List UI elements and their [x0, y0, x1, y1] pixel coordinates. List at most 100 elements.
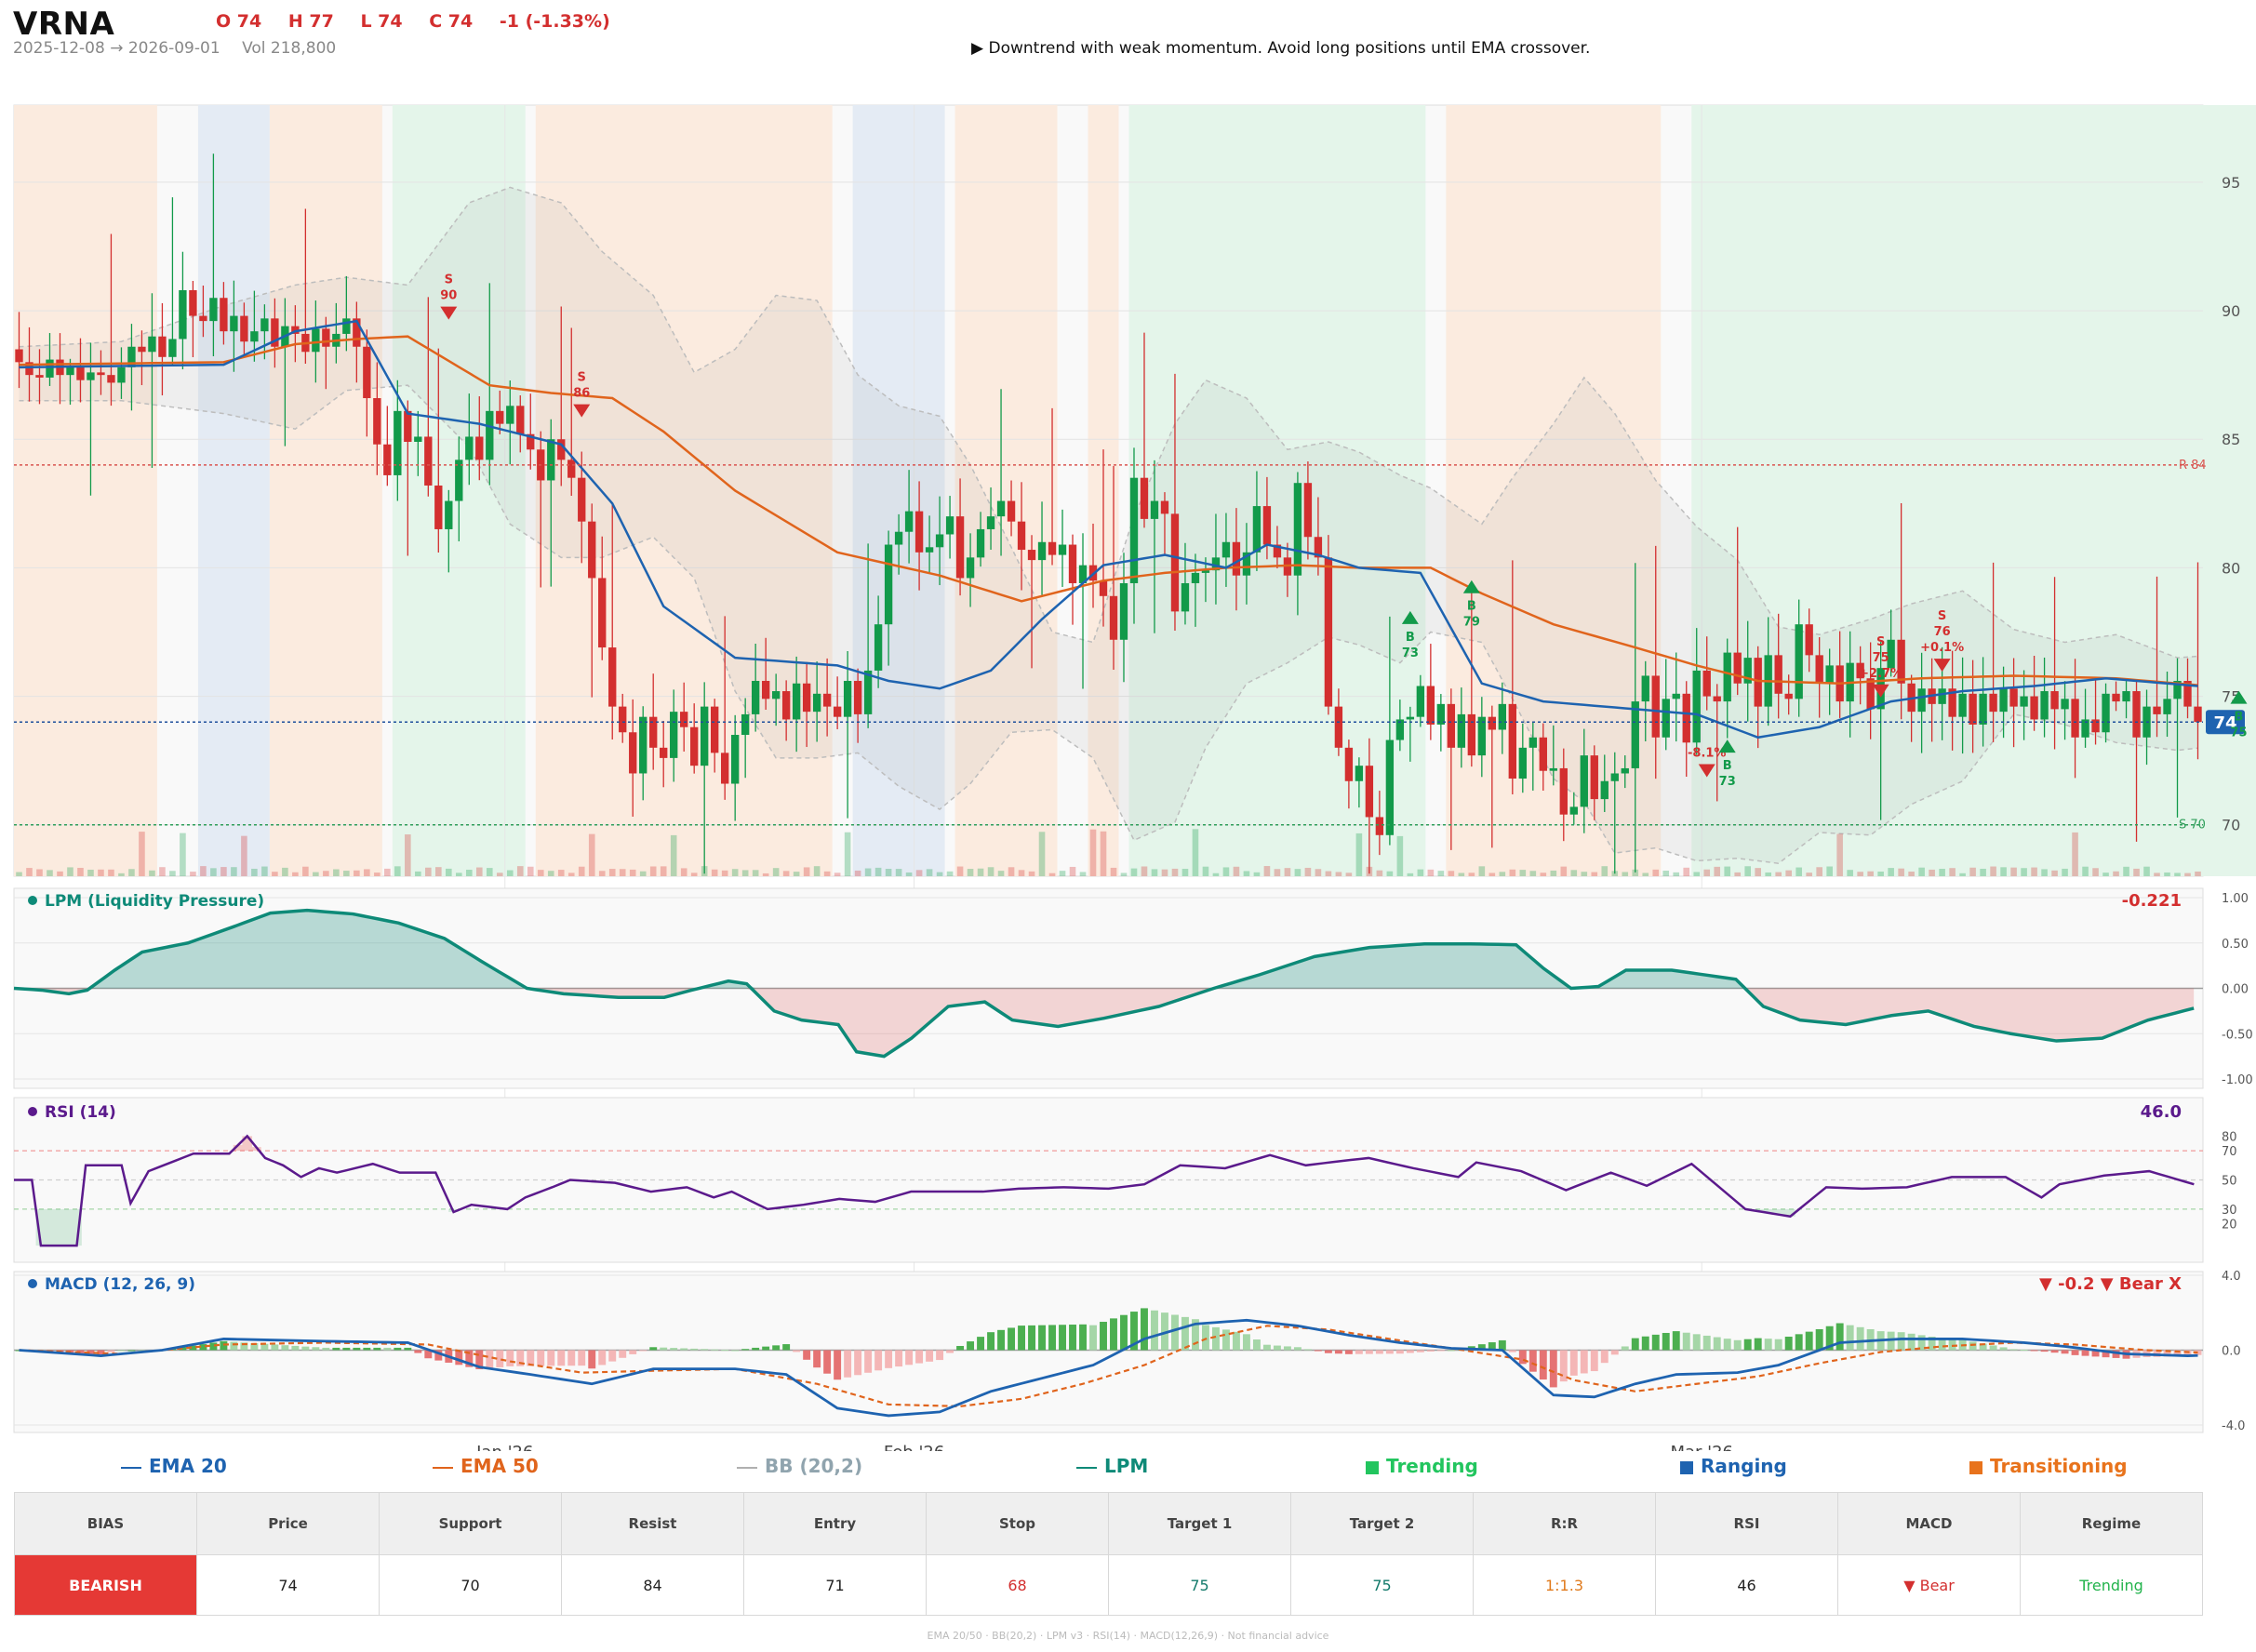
macd-histogram-bar	[363, 1347, 371, 1351]
volume-bar	[16, 872, 22, 876]
bb-upper-line	[19, 186, 2198, 659]
regime-cell: Trending	[2020, 1554, 2203, 1616]
buy-signal-label: B	[2235, 711, 2244, 725]
macd-signal-line	[19, 1325, 2198, 1407]
volume-bar	[159, 867, 166, 876]
volume-bar	[2072, 832, 2078, 876]
macd-histogram-bar	[905, 1350, 914, 1366]
volume-bar	[313, 872, 319, 876]
candle-body	[2183, 680, 2192, 707]
macd-histogram-bar	[1836, 1323, 1844, 1351]
macd-histogram-bar	[1293, 1347, 1302, 1351]
legend-ema20-label: EMA 20	[149, 1455, 227, 1477]
candle-body	[884, 544, 893, 625]
candle-body	[1989, 693, 1997, 713]
volume-bar	[2031, 867, 2037, 876]
macd-histogram-bar	[301, 1346, 310, 1351]
macd-histogram-bar	[1385, 1350, 1394, 1354]
volume-bar	[1008, 867, 1015, 876]
candle-body	[107, 375, 115, 383]
macd-histogram-bar	[1334, 1350, 1342, 1354]
candle-body	[1866, 678, 1875, 710]
macd-histogram-bar	[1549, 1350, 1557, 1388]
candle-body	[1150, 500, 1159, 519]
volume-bar	[1069, 866, 1076, 876]
candle-body	[1406, 716, 1415, 720]
candle-body	[2030, 696, 2038, 720]
volume-bar	[1775, 872, 1782, 876]
macd-title-dot	[28, 1279, 37, 1288]
candle-body	[127, 346, 136, 367]
candle-body	[1856, 662, 1864, 679]
macd-histogram-bar	[1600, 1350, 1609, 1364]
candle-body	[1569, 806, 1578, 815]
macd-histogram-bar	[1355, 1350, 1363, 1354]
volume-bar	[1673, 872, 1680, 876]
table-header-macd: MACD	[1837, 1492, 2021, 1555]
volume-bar	[2123, 866, 2129, 876]
candle-body	[2153, 706, 2161, 714]
volume-bar	[1826, 866, 1833, 876]
macd-histogram-bar	[1447, 1350, 1455, 1352]
volume-bar	[1448, 871, 1455, 876]
lpm-tick-label: -1.00	[2222, 1073, 2253, 1087]
rsi-cell: 46	[1655, 1554, 1838, 1616]
macd-histogram-bar	[1692, 1334, 1701, 1351]
macd-histogram-bar	[680, 1348, 688, 1351]
buy-signal-label: 73	[1402, 646, 1419, 660]
macd-histogram-bar	[383, 1347, 392, 1351]
volume-bar	[2082, 866, 2089, 876]
sell-signal-marker	[573, 404, 591, 418]
volume-bar	[200, 866, 207, 876]
candle-body	[1488, 716, 1497, 730]
candle-body	[46, 359, 54, 378]
candle-body	[1078, 565, 1088, 583]
volume-bar	[2041, 869, 2048, 876]
macd-histogram-bar	[2020, 1349, 2028, 1351]
macd-histogram-bar	[670, 1348, 678, 1351]
legend-transitioning: Transitioning	[1969, 1455, 2128, 1477]
sell-signal-label: S	[1876, 635, 1885, 649]
volume-bar	[1755, 868, 1762, 876]
chart-legend: EMA 20 EMA 50 BB (20,2) LPM Trending Ran…	[0, 1451, 2256, 1488]
macd-histogram-bar	[1171, 1314, 1179, 1351]
volume-bar	[1325, 871, 1332, 876]
candle-body	[812, 693, 821, 713]
macd-histogram-bar	[1508, 1350, 1516, 1352]
volume-bar	[1151, 869, 1158, 876]
macd-histogram-bar	[1784, 1337, 1793, 1351]
buy-signal-marker	[1401, 610, 1419, 624]
volume-bar	[1488, 873, 1496, 876]
volume-bar	[1417, 869, 1424, 876]
macd-histogram-bar	[2112, 1350, 2120, 1358]
macd-histogram-bar	[2071, 1350, 2079, 1355]
analysis-note: ▶ Downtrend with weak momentum. Avoid lo…	[971, 39, 1591, 58]
volume-bar	[1622, 872, 1629, 876]
macd-histogram-bar	[527, 1350, 535, 1366]
volume-bar	[180, 833, 186, 876]
volume-bar	[1816, 867, 1822, 876]
sell-signal-marker	[1933, 659, 1951, 673]
candle-body	[230, 315, 238, 332]
macd-histogram-bar	[1262, 1344, 1271, 1351]
volume-bar	[967, 869, 974, 876]
volume-bar	[1693, 872, 1701, 876]
sell-signal-marker	[440, 306, 458, 320]
volume-bar	[578, 866, 585, 876]
candle-body	[1917, 688, 1926, 713]
volume-bar	[1601, 866, 1609, 876]
macd-histogram-bar	[209, 1342, 218, 1351]
volume-bar	[793, 872, 800, 876]
candle-body	[578, 477, 586, 522]
volume-bar	[1550, 870, 1557, 876]
macd-tick-label: -4.0	[2222, 1419, 2245, 1433]
macd-histogram-bar	[1754, 1338, 1762, 1351]
volume-bar	[772, 868, 780, 876]
macd-histogram-bar	[567, 1350, 576, 1366]
candle-body	[1027, 550, 1036, 561]
candle-body	[1692, 670, 1701, 743]
candle-body	[935, 534, 944, 548]
rsi-tick-label: 70	[2222, 1145, 2237, 1159]
candle-body	[1815, 655, 1823, 684]
volume-bar	[1642, 873, 1649, 876]
